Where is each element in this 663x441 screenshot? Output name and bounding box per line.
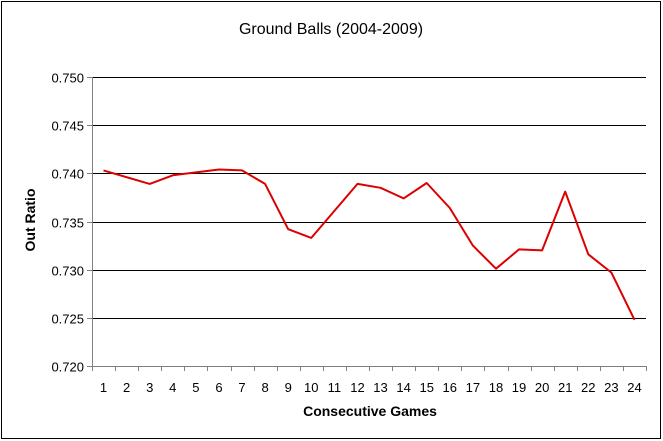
y-tick-label: 0.750 <box>51 71 84 86</box>
x-tick-label: 14 <box>396 380 410 395</box>
y-tick-label: 0.730 <box>51 264 84 279</box>
chart-title: Ground Balls (2004-2009) <box>239 21 423 38</box>
x-tick-label: 2 <box>123 380 130 395</box>
x-tick-label: 5 <box>192 380 199 395</box>
x-tick-label: 3 <box>146 380 153 395</box>
x-axis-title: Consecutive Games <box>303 403 437 419</box>
x-tick-label: 13 <box>373 380 387 395</box>
y-axis-title: Out Ratio <box>22 189 38 252</box>
y-tick-label: 0.735 <box>51 216 84 231</box>
axes <box>87 77 647 371</box>
x-tick-label: 7 <box>238 380 245 395</box>
x-tick-label: 4 <box>169 380 176 395</box>
x-tick-label: 8 <box>262 380 269 395</box>
x-tick-label: 23 <box>604 380 618 395</box>
x-tick-label: 10 <box>304 380 318 395</box>
x-tick-label: 11 <box>328 380 342 395</box>
x-tick-label: 1 <box>100 380 107 395</box>
x-tick-label: 17 <box>466 380 480 395</box>
x-tick-label: 9 <box>285 380 292 395</box>
y-tick-labels: 0.720 0.725 0.730 0.735 0.740 0.745 0.750 <box>51 71 84 375</box>
x-tick-label: 18 <box>489 380 503 395</box>
x-tick-label: 19 <box>512 380 526 395</box>
x-tick-label: 16 <box>443 380 457 395</box>
y-tick-label: 0.725 <box>51 312 84 327</box>
x-tick-label: 15 <box>419 380 433 395</box>
x-tick-label: 6 <box>215 380 222 395</box>
x-tick-label: 20 <box>535 380 549 395</box>
series-line <box>103 168 636 321</box>
y-tick-label: 0.720 <box>51 360 84 375</box>
x-tick-label: 22 <box>581 380 595 395</box>
x-tick-labels: 1 2 3 4 5 6 7 8 9 10 11 12 13 14 15 16 17 18 19 20 21 22 23 24 <box>100 380 642 395</box>
x-tick-label: 21 <box>558 380 572 395</box>
series-lines <box>103 168 636 321</box>
y-tick-label: 0.740 <box>51 167 84 182</box>
x-tick-label: 12 <box>350 380 364 395</box>
x-tick-label: 24 <box>627 380 641 395</box>
y-tick-label: 0.745 <box>51 119 84 134</box>
